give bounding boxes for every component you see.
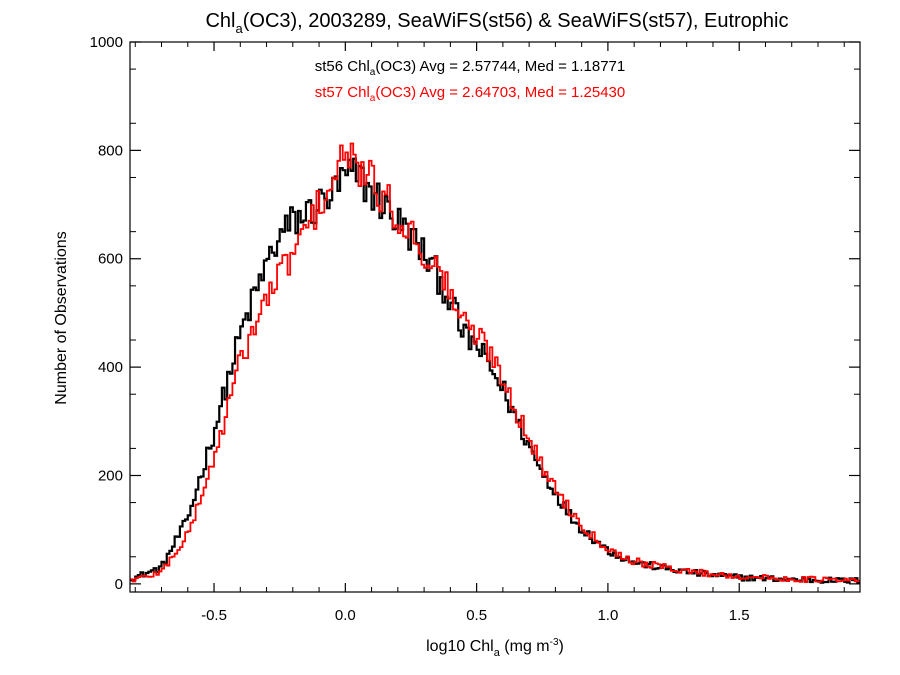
x-tick-label: 0.5: [466, 607, 487, 624]
x-axis-label-sup: -3: [550, 637, 559, 648]
y-tick-label: 600: [98, 251, 123, 268]
x-axis-label-base: log10 Chl: [426, 638, 494, 655]
legend-st56-post: (OC3) Avg = 2.57744, Med = 1.18771: [375, 58, 625, 75]
chart-title-base: Chl: [205, 10, 235, 32]
y-tick-label: 800: [98, 142, 123, 159]
legend-st56-sub: a: [370, 67, 376, 78]
legend-entry-st56: st56 Chla(OC3) Avg = 2.57744, Med = 1.18…: [315, 58, 626, 78]
x-axis-label-end: ): [559, 638, 564, 655]
series-line-st56: [130, 157, 860, 584]
series-layer: [130, 142, 860, 584]
legend-st57-post: (OC3) Avg = 2.64703, Med = 1.25430: [375, 84, 625, 101]
x-tick-label: 1.0: [597, 607, 618, 624]
y-tick-label: 200: [98, 467, 123, 484]
legend-st57-pre: st57 Chl: [315, 84, 370, 101]
y-tick-label: 0: [115, 576, 123, 593]
chart-title: Chla(OC3), 2003289, SeaWiFS(st56) & SeaW…: [205, 10, 788, 36]
y-tick-label: 400: [98, 359, 123, 376]
chart-title-rest: (OC3), 2003289, SeaWiFS(st56) & SeaWiFS(…: [243, 10, 789, 32]
y-axis-label: Number of Observations: [53, 231, 70, 404]
x-axis-label-sub: a: [494, 647, 501, 659]
x-tick-label: -0.5: [201, 607, 227, 624]
legend-st56-pre: st56 Chl: [315, 58, 370, 75]
legend-entry-st57: st57 Chla(OC3) Avg = 2.64703, Med = 1.25…: [315, 84, 626, 104]
series-line-st57: [130, 142, 860, 583]
x-tick-label: 0.0: [335, 607, 356, 624]
x-axis-label-mid: (mg m: [500, 638, 550, 655]
plot-frame: [129, 41, 861, 593]
x-axis-label: log10 Chla (mg m-3): [426, 637, 564, 659]
x-tick-label: 1.5: [729, 607, 750, 624]
chart-title-subscript: a: [236, 21, 244, 36]
legend-st57-sub: a: [370, 93, 376, 104]
y-tick-label: 1000: [90, 34, 123, 51]
